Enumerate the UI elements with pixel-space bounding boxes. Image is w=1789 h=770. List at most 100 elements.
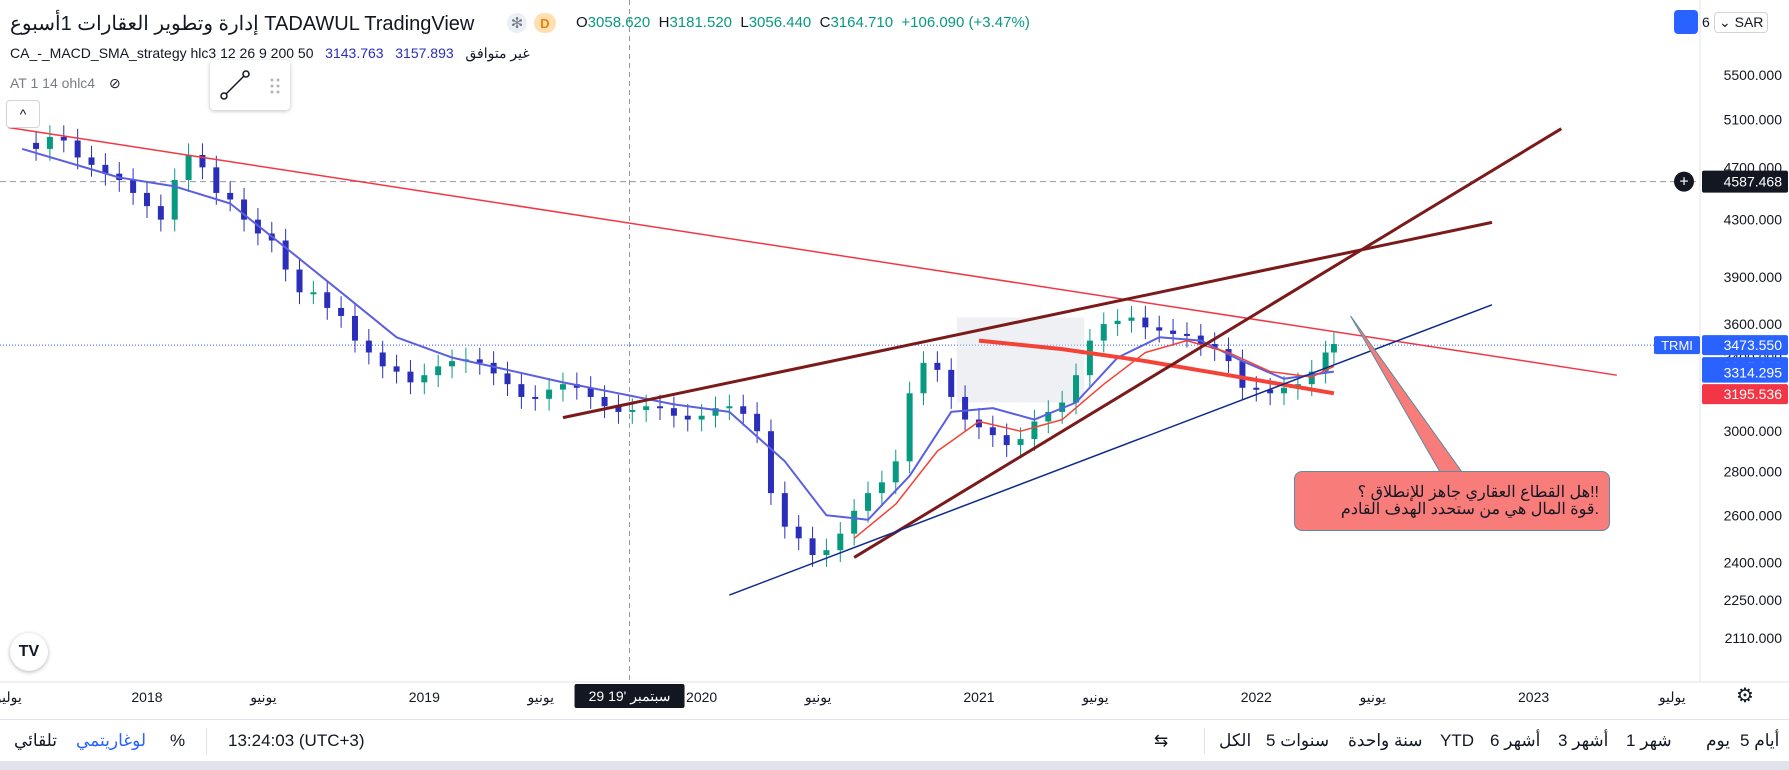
candle-body <box>1100 324 1107 341</box>
callout-pointer <box>1350 315 1463 473</box>
currency-select[interactable]: ⌄ SAR <box>1714 12 1769 33</box>
go-to-date-icon[interactable]: ⇆ <box>1154 731 1169 750</box>
candle-body <box>379 352 386 367</box>
candle-body <box>185 154 192 181</box>
time-axis[interactable]: يوليو 2018 يونيو 2019 يونيو 2020 يونيو 2021 يوني… <box>0 681 1789 706</box>
candle-body <box>1281 387 1288 394</box>
candle-body <box>837 533 844 551</box>
candle-body <box>518 384 525 397</box>
price-axis[interactable]: 5500.000 5100.000 4700.000 4300.000 3900.000… <box>1699 0 1783 682</box>
period-3m[interactable]: 3 أشهر <box>1558 731 1609 750</box>
candle-body <box>102 164 109 174</box>
candle-body <box>657 406 664 409</box>
x-tick-label: يونيو <box>804 689 832 706</box>
chart-series <box>21 125 1337 567</box>
x-tick-label: يونيو <box>1359 689 1387 706</box>
sma-200-line <box>978 338 1335 396</box>
candle-body <box>241 199 248 220</box>
collapse-legend-button[interactable]: ^ <box>6 100 40 128</box>
x-tick-label: 2022 <box>1241 689 1272 705</box>
candle-body <box>1003 435 1010 446</box>
bottom-toolbar: 5 أيام يوم 1 شهر 3 أشهر 6 أشهر YTD سنة و… <box>0 719 1789 762</box>
candle-body <box>809 538 816 556</box>
auto-toggle[interactable]: تلقائي <box>14 731 58 750</box>
candle-body <box>1142 317 1149 328</box>
horizontal-line[interactable]: +4587.468 <box>0 170 1788 346</box>
candle-body <box>975 419 982 428</box>
price-tag-name-bg <box>1654 336 1700 355</box>
trendlines[interactable] <box>8 126 1617 596</box>
candle-body <box>449 361 456 367</box>
candle-body <box>587 387 594 397</box>
period-5d[interactable]: 5 أيام <box>1740 731 1780 750</box>
y-tick-label: 4300.000 <box>1724 212 1783 228</box>
y-tick-label: 2400.000 <box>1724 554 1783 570</box>
candle-body <box>296 269 303 293</box>
log-toggle[interactable]: لوغاريتمي <box>76 731 147 750</box>
indicator-value-2: 3157.893 <box>395 45 454 61</box>
x-tick-label: يوليو <box>0 689 22 706</box>
candle-body <box>962 396 969 420</box>
candle-body <box>490 362 497 374</box>
drag-handle-icon[interactable] <box>270 78 280 94</box>
y-tick-label: 2800.000 <box>1724 464 1783 480</box>
candle-body <box>1322 352 1329 372</box>
sma-slow-line <box>853 339 1335 539</box>
period-5y[interactable]: 5 سنوات <box>1266 731 1330 750</box>
candle-body <box>504 373 511 385</box>
period-1m[interactable]: 1 شهر <box>1626 731 1672 750</box>
percent-toggle[interactable]: % <box>170 731 186 750</box>
trendline <box>853 127 1563 559</box>
crosshair-date-label: 29 سبتمبر '19 <box>574 684 685 708</box>
price-chart[interactable]: +4587.468 5500.000 5100.000 4700.000 4300.0… <box>0 0 1789 720</box>
candle-body <box>546 389 553 399</box>
timezone-clock[interactable]: 13:24:03 (UTC+3) <box>228 731 365 750</box>
annotation-callout[interactable]: !!هل القطاع العقاري جاهز للإنطلاق ؟ .قوة… <box>1294 471 1610 531</box>
candle-body <box>338 307 345 316</box>
crosshair-date-bg <box>574 684 685 708</box>
candle-body <box>407 371 414 383</box>
indicator-legend[interactable]: CA_-_MACD_SMA_strategy hlc3 12 26 9 200 … <box>10 45 530 62</box>
interval-badge[interactable]: D <box>534 13 556 33</box>
indicator2-name: AT 1 14 ohlc4 <box>10 75 96 91</box>
indicator2-legend[interactable]: AT 1 14 ohlc4 ⊘ <box>10 75 121 92</box>
period-all[interactable]: الكل <box>1219 731 1252 750</box>
price-tag-value: 3314.295 <box>1724 365 1783 381</box>
candle-body <box>781 493 788 527</box>
price-tag-bg <box>1702 362 1788 383</box>
candle-body <box>1253 387 1260 390</box>
plus-icon: + <box>1679 174 1688 191</box>
snowflake-icon[interactable]: ✻ <box>507 13 527 33</box>
candle-body <box>823 550 830 556</box>
candle-body <box>310 292 317 295</box>
candle-body <box>559 384 566 390</box>
candle-body <box>1086 340 1093 376</box>
period-1y[interactable]: سنة واحدة <box>1348 731 1423 750</box>
candle-body <box>88 157 95 165</box>
candle-body <box>1239 361 1246 388</box>
period-6m[interactable]: 6 أشهر <box>1490 731 1541 750</box>
tradingview-logo-icon[interactable]: TV <box>10 633 48 671</box>
y-tick-label: 5100.000 <box>1724 111 1783 127</box>
price-tag-name: TRMI <box>1661 338 1693 353</box>
open-value: 3058.620 <box>587 14 651 31</box>
period-ytd[interactable]: YTD <box>1440 731 1474 750</box>
y-tick-label: 5500.000 <box>1724 67 1783 83</box>
y-tick-label: 2110.000 <box>1725 630 1783 646</box>
x-tick-label: يونيو <box>527 689 555 706</box>
annotation-line-2: .قوة المال هي من ستحدد الهدف القادم <box>1340 501 1599 518</box>
candle-body <box>920 362 927 394</box>
add-alert-icon <box>1674 171 1694 192</box>
trend-line-tool-icon[interactable] <box>220 70 250 100</box>
drawing-toolbox[interactable] <box>210 60 290 110</box>
settings-gear-icon[interactable]: ⚙ <box>1736 684 1754 707</box>
eye-hidden-icon[interactable]: ⊘ <box>108 75 121 91</box>
sync-icon[interactable] <box>1674 10 1698 34</box>
indicator-value-1: 3143.763 <box>325 45 384 61</box>
period-1d-label[interactable]: يوم <box>1706 731 1731 750</box>
symbol-title[interactable]: إدارة وتطوير العقارات 1أسبوع TADAWUL Tra… <box>10 13 475 35</box>
candle-body <box>1183 333 1190 336</box>
candle-body <box>684 415 691 420</box>
candle-body <box>143 192 150 207</box>
